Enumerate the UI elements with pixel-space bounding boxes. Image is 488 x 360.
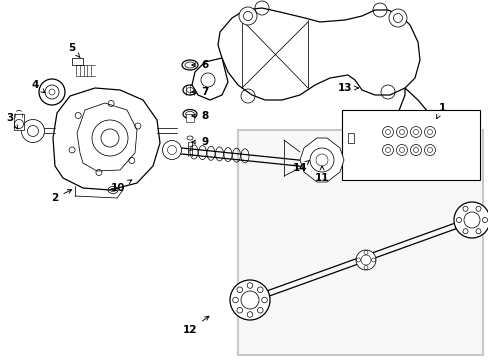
Polygon shape [192, 58, 227, 100]
Bar [14, 114, 24, 130]
Circle shape [311, 156, 324, 168]
Polygon shape [299, 138, 343, 182]
Bar [72, 58, 83, 65]
Text: 3: 3 [6, 113, 18, 129]
Circle shape [355, 250, 375, 270]
Circle shape [453, 202, 488, 238]
Text: 7: 7 [191, 87, 208, 97]
Polygon shape [218, 8, 419, 100]
Circle shape [409, 144, 421, 156]
Circle shape [382, 144, 393, 156]
Text: 14: 14 [292, 160, 309, 173]
Bar [347, 133, 353, 143]
Circle shape [162, 140, 181, 159]
Text: 8: 8 [191, 111, 208, 121]
Bar [238, 130, 482, 355]
Text: 6: 6 [191, 60, 208, 70]
Circle shape [424, 126, 435, 138]
Circle shape [326, 159, 338, 171]
Circle shape [229, 280, 269, 320]
Text: 9: 9 [191, 137, 208, 147]
Circle shape [21, 120, 44, 143]
Ellipse shape [182, 60, 198, 70]
Circle shape [388, 9, 406, 27]
Text: 10: 10 [110, 180, 131, 193]
Circle shape [239, 7, 257, 25]
Circle shape [396, 126, 407, 138]
Text: 11: 11 [314, 166, 328, 183]
Circle shape [39, 79, 65, 105]
Bar [185, 114, 194, 122]
Bar [341, 110, 479, 180]
Text: 12: 12 [183, 316, 208, 335]
Circle shape [424, 144, 435, 156]
Circle shape [382, 126, 393, 138]
Text: 4: 4 [31, 80, 45, 93]
Polygon shape [53, 88, 160, 190]
Text: 2: 2 [51, 190, 71, 203]
Polygon shape [394, 88, 429, 150]
Circle shape [309, 148, 333, 172]
Ellipse shape [183, 109, 197, 118]
Circle shape [409, 126, 421, 138]
Text: 5: 5 [68, 43, 80, 58]
Ellipse shape [183, 85, 197, 95]
Text: 13: 13 [337, 83, 358, 93]
Text: 1: 1 [436, 103, 445, 119]
Circle shape [396, 144, 407, 156]
